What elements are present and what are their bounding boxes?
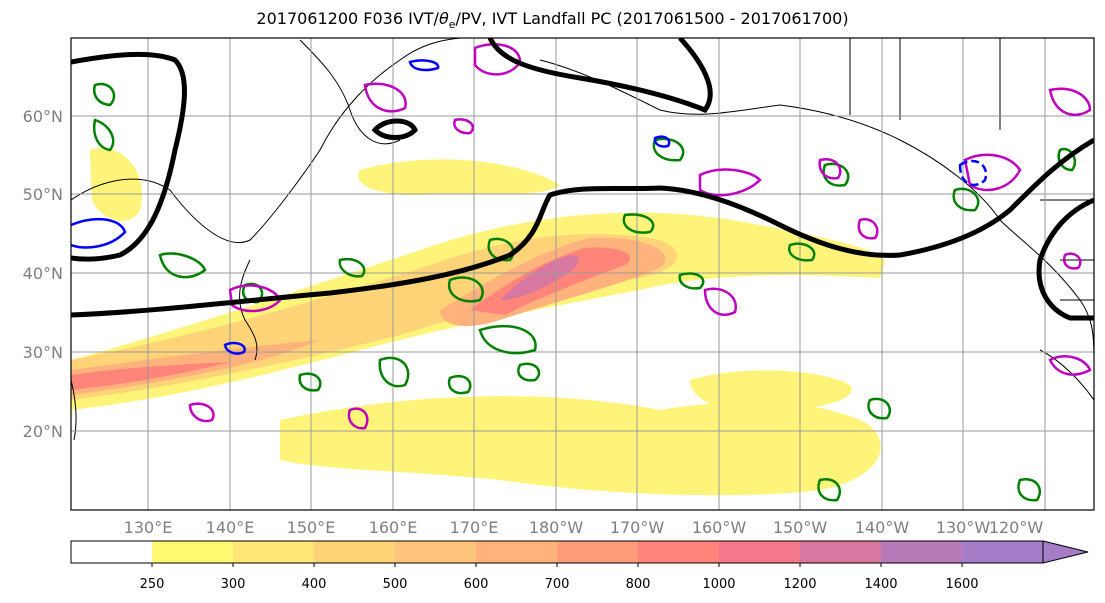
colorbar-segment: [71, 541, 153, 563]
lon-label: 150°W: [773, 518, 828, 537]
lat-label: 60°N: [23, 107, 63, 126]
colorbar-segment: [962, 541, 1044, 563]
colorbar-segment: [557, 541, 639, 563]
colorbar-segment: [719, 541, 801, 563]
colorbar-segment: [638, 541, 720, 563]
colorbar-tick-label: 1400: [864, 577, 897, 592]
colorbar-segment: [395, 541, 477, 563]
lat-labels: 60°N 50°N 40°N 30°N 20°N: [23, 107, 63, 441]
lon-label: 120°W: [989, 518, 1044, 537]
colorbar-segment: [314, 541, 396, 563]
lat-label: 30°N: [23, 343, 63, 362]
jet-lines: [71, 38, 1094, 321]
map-title: 2017061200 F036 IVT/θe/PV, IVT Landfall …: [256, 9, 849, 32]
lon-label: 150°E: [287, 518, 336, 537]
lat-label: 20°N: [23, 422, 63, 441]
colorbar-extend-arrow: [1042, 540, 1089, 564]
lon-label: 130°E: [124, 518, 173, 537]
lon-label: 140°W: [855, 518, 910, 537]
colorbar-segment: [152, 541, 234, 563]
colorbar-tick-label: 600: [464, 577, 489, 592]
lon-labels: 130°E 140°E 150°E 160°E 170°E 180°W 170°…: [124, 518, 1044, 537]
coastlines: [71, 38, 1094, 441]
colorbar-tick-label: 300: [221, 577, 246, 592]
colorbar-tick-label: 700: [545, 577, 570, 592]
ivt-shading: [71, 148, 885, 496]
gridlines: [71, 38, 1094, 510]
colorbar-tick-label: 250: [140, 577, 165, 592]
colorbar-ticks: 250 300 400 500 600 700 800 1000 1200 14…: [140, 577, 979, 592]
colorbar-tick-label: 1000: [702, 577, 735, 592]
map-area: [71, 38, 1094, 510]
lon-label: 160°W: [692, 518, 747, 537]
map-frame: [70, 37, 1095, 511]
colorbar-segment: [476, 541, 558, 563]
lon-label: 140°E: [206, 518, 255, 537]
lon-label: 160°E: [369, 518, 418, 537]
theta-e-contours-blue: [71, 59, 988, 355]
colorbar: [70, 540, 1089, 567]
lon-label: 170°E: [450, 518, 499, 537]
lon-label: 180°W: [529, 518, 584, 537]
lat-label: 40°N: [23, 264, 63, 283]
lon-label: 130°W: [936, 518, 991, 537]
lon-label: 170°W: [610, 518, 665, 537]
colorbar-tick-label: 1600: [945, 577, 978, 592]
colorbar-segment: [800, 541, 882, 563]
colorbar-tick-label: 500: [383, 577, 408, 592]
colorbar-segment: [881, 541, 963, 563]
colorbar-tick-label: 1200: [783, 577, 816, 592]
colorbar-tick-label: 800: [626, 577, 651, 592]
colorbar-tick-label: 400: [302, 577, 327, 592]
lat-label: 50°N: [23, 185, 63, 204]
colorbar-segment: [233, 541, 315, 563]
